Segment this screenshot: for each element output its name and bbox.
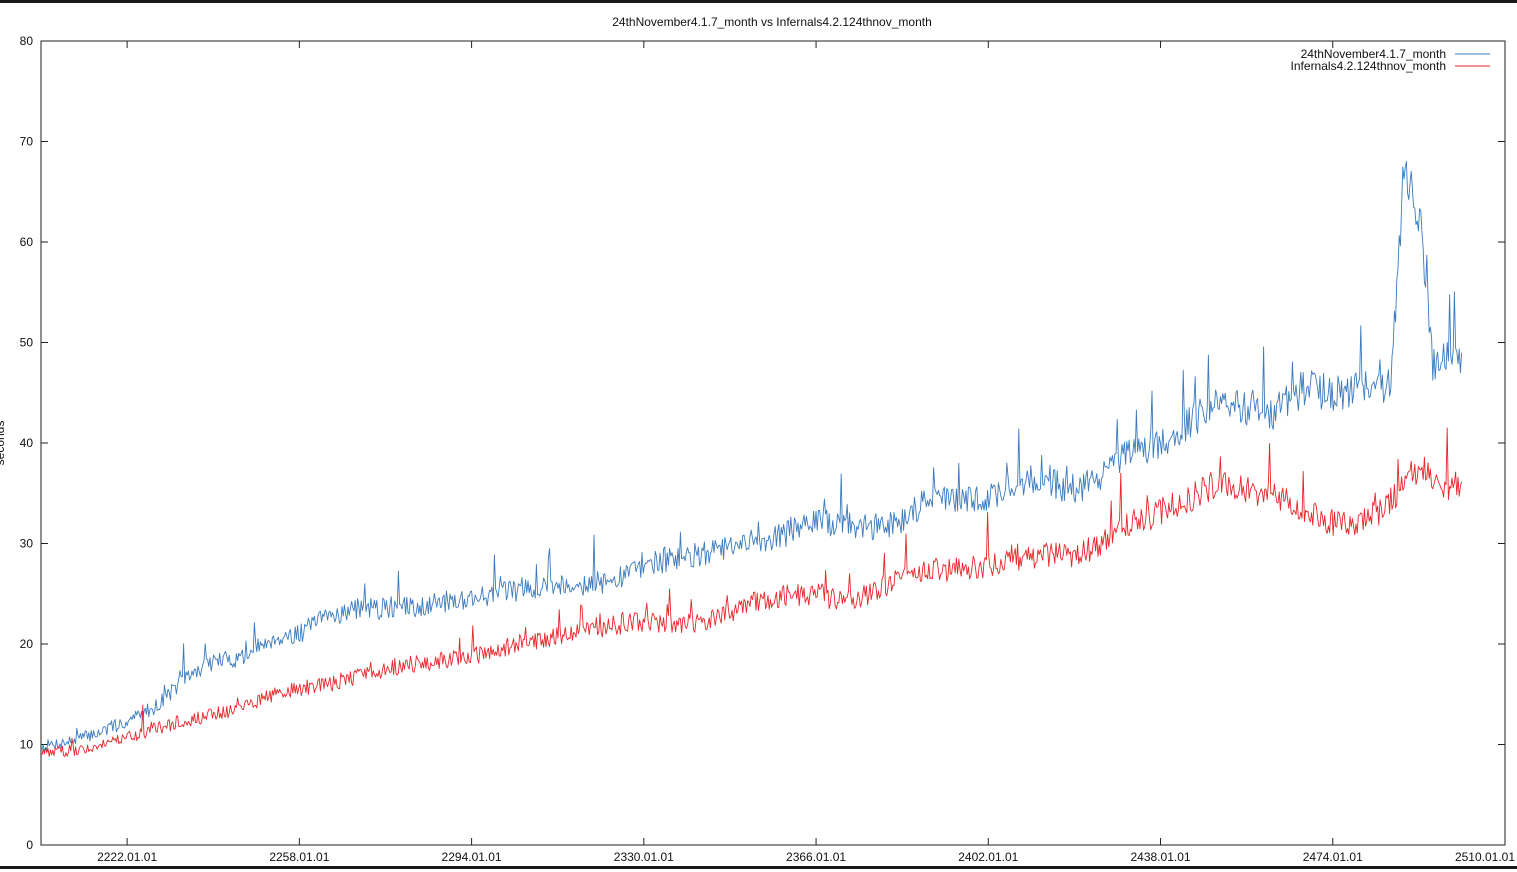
plot-border — [40, 40, 1506, 846]
legend-label-0: 24thNovember4.1.7_month — [1301, 47, 1446, 61]
chart-svg: 0 10 20 30 40 50 60 70 80 2222.01.01 2258.01.01 229… — [0, 15, 1515, 864]
y-tick-label: 40 — [20, 436, 34, 450]
y-tick-label: 50 — [20, 336, 34, 350]
y-tick-label: 20 — [20, 637, 34, 651]
x-tick-label: 2258.01.01 — [269, 850, 329, 864]
x-tick-label: 2438.01.01 — [1130, 850, 1190, 864]
chart-title: 24thNovember4.1.7_month vs Infernals4.2.… — [612, 15, 932, 29]
y-tick-label: 70 — [20, 135, 34, 149]
x-tick-label: 2474.01.01 — [1303, 850, 1363, 864]
x-tick-label: 2402.01.01 — [958, 850, 1018, 864]
legend-label-1: Infernals4.2.124thnov_month — [1291, 59, 1446, 73]
x-tick-label: 2366.01.01 — [786, 850, 846, 864]
y-tick-label: 0 — [26, 838, 33, 852]
y-axis-label: seconds — [0, 421, 7, 466]
y-tick-label: 10 — [20, 738, 34, 752]
y-tick-label: 60 — [20, 235, 34, 249]
y-tick-label: 30 — [20, 537, 34, 551]
x-tick-label: 2294.01.01 — [442, 850, 502, 864]
y-tick-label: 80 — [20, 34, 34, 48]
x-tick-label: 2222.01.01 — [97, 850, 157, 864]
x-tick-label: 2330.01.01 — [614, 850, 674, 864]
series-line-1 — [41, 427, 1463, 758]
x-tick-label: 2510.01.01 — [1455, 850, 1515, 864]
series-line-0 — [41, 161, 1463, 752]
